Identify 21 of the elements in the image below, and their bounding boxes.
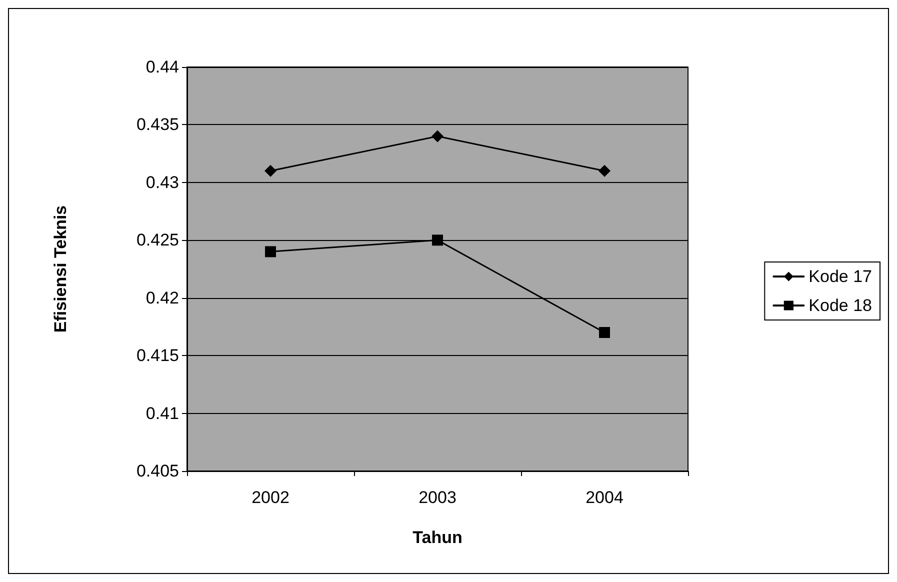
point — [265, 246, 276, 258]
point — [264, 164, 276, 177]
point — [432, 234, 443, 246]
legend-label: Kode 18 — [808, 296, 872, 315]
point — [432, 130, 444, 142]
point — [599, 326, 610, 338]
y-tick-label: 0.435 — [136, 115, 179, 134]
x-tick-label: 2003 — [418, 488, 456, 507]
legend-label: Kode 17 — [808, 267, 872, 286]
point — [598, 164, 610, 177]
y-tick-label: 0.41 — [146, 404, 179, 423]
y-tick-label: 0.44 — [146, 58, 179, 76]
y-tick-label: 0.405 — [136, 462, 179, 480]
x-tick-label: 2002 — [252, 488, 290, 507]
x-axis-title: Tahun — [412, 528, 462, 547]
y-axis-title: Efisiensi Teknis — [51, 205, 70, 333]
y-tick-label: 0.43 — [146, 172, 179, 192]
y-tick-label: 0.415 — [136, 346, 179, 366]
y-tick-label: 0.425 — [136, 230, 179, 250]
x-tick-label: 2004 — [586, 488, 624, 507]
y-tick-label: 0.42 — [146, 288, 179, 308]
